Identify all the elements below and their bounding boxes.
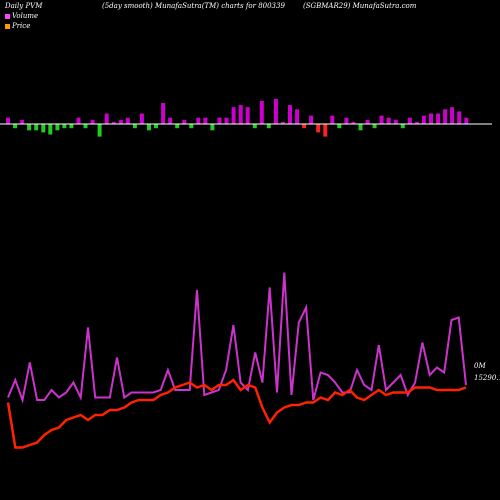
volume-end-label: 0M <box>474 362 486 370</box>
volume-bar <box>358 124 363 131</box>
volume-bar <box>421 115 426 124</box>
volume-bar <box>245 107 250 124</box>
volume-bar <box>280 121 285 124</box>
volume-bar <box>344 117 349 124</box>
volume-bars <box>6 98 469 137</box>
legend-price-label: Price <box>12 22 31 30</box>
price-end-label: 15290.11 <box>474 374 500 382</box>
volume-bar <box>97 124 102 137</box>
volume-bar <box>238 105 243 124</box>
volume-bar <box>111 121 116 124</box>
legend-volume: Volume <box>5 12 38 20</box>
volume-bar <box>55 124 60 131</box>
volume-bar <box>379 115 384 124</box>
volume-bar <box>393 119 398 124</box>
volume-bar <box>224 117 229 124</box>
volume-bar <box>132 124 137 129</box>
volume-bar <box>27 124 32 131</box>
volume-bar <box>330 115 335 124</box>
chart-type-label: Daily PVM <box>5 2 43 10</box>
volume-bar <box>62 124 67 129</box>
volume-bar <box>372 124 377 129</box>
volume-bar <box>203 117 208 124</box>
volume-bar <box>323 124 328 137</box>
volume-bar <box>217 117 222 124</box>
legend-price-swatch <box>5 23 10 29</box>
volume-bar <box>154 124 158 129</box>
volume-bar <box>309 115 314 124</box>
legend-volume-swatch <box>5 13 10 19</box>
volume-bar <box>429 113 433 124</box>
volume-bar <box>13 124 18 129</box>
volume-bar <box>6 117 10 124</box>
volume-bar <box>316 124 321 133</box>
volume-bar <box>464 117 469 124</box>
volume-bar <box>266 124 271 129</box>
chart-source: (SGBMAR29) MunafaSutra.com <box>303 2 417 10</box>
legend-volume-label: Volume <box>12 12 39 20</box>
volume-bar <box>288 105 292 124</box>
volume-bar <box>104 113 109 124</box>
volume-bar <box>259 100 264 124</box>
volume-bar <box>168 117 173 124</box>
volume-line <box>7 272 467 404</box>
volume-bar <box>400 124 405 129</box>
volume-bar <box>196 117 201 124</box>
chart-title: (5day smooth) MunafaSutra(TM) charts for… <box>102 2 285 10</box>
volume-bar <box>365 119 370 124</box>
volume-bar <box>118 119 123 124</box>
volume-bar <box>76 117 81 124</box>
volume-bar <box>125 117 130 124</box>
volume-bar <box>351 121 356 124</box>
price-line <box>6 378 467 449</box>
volume-bar <box>48 124 53 135</box>
volume-bar <box>443 109 448 124</box>
volume-bar <box>407 117 412 124</box>
volume-bar <box>34 124 39 131</box>
volume-bar <box>273 98 278 124</box>
volume-bar <box>457 111 462 124</box>
volume-bar <box>189 124 194 129</box>
volume-bar <box>295 109 300 124</box>
volume-bar <box>436 113 441 124</box>
volume-bar <box>231 107 236 124</box>
volume-bar <box>147 124 151 131</box>
volume-bar <box>139 113 144 124</box>
volume-bar <box>337 124 342 129</box>
volume-bar <box>83 124 88 129</box>
volume-bar <box>450 107 455 124</box>
volume-bar <box>210 124 215 131</box>
volume-bar <box>90 119 95 124</box>
volume-bar <box>182 119 187 124</box>
volume-bar <box>302 124 307 129</box>
volume-bar <box>414 121 419 124</box>
volume-bar <box>20 119 25 124</box>
volume-bar <box>252 124 257 129</box>
volume-bar <box>69 124 74 129</box>
volume-bar <box>175 124 180 129</box>
volume-bar <box>41 124 46 133</box>
volume-bar <box>161 103 166 124</box>
legend-price: Price <box>5 22 30 30</box>
volume-bar <box>386 117 391 124</box>
